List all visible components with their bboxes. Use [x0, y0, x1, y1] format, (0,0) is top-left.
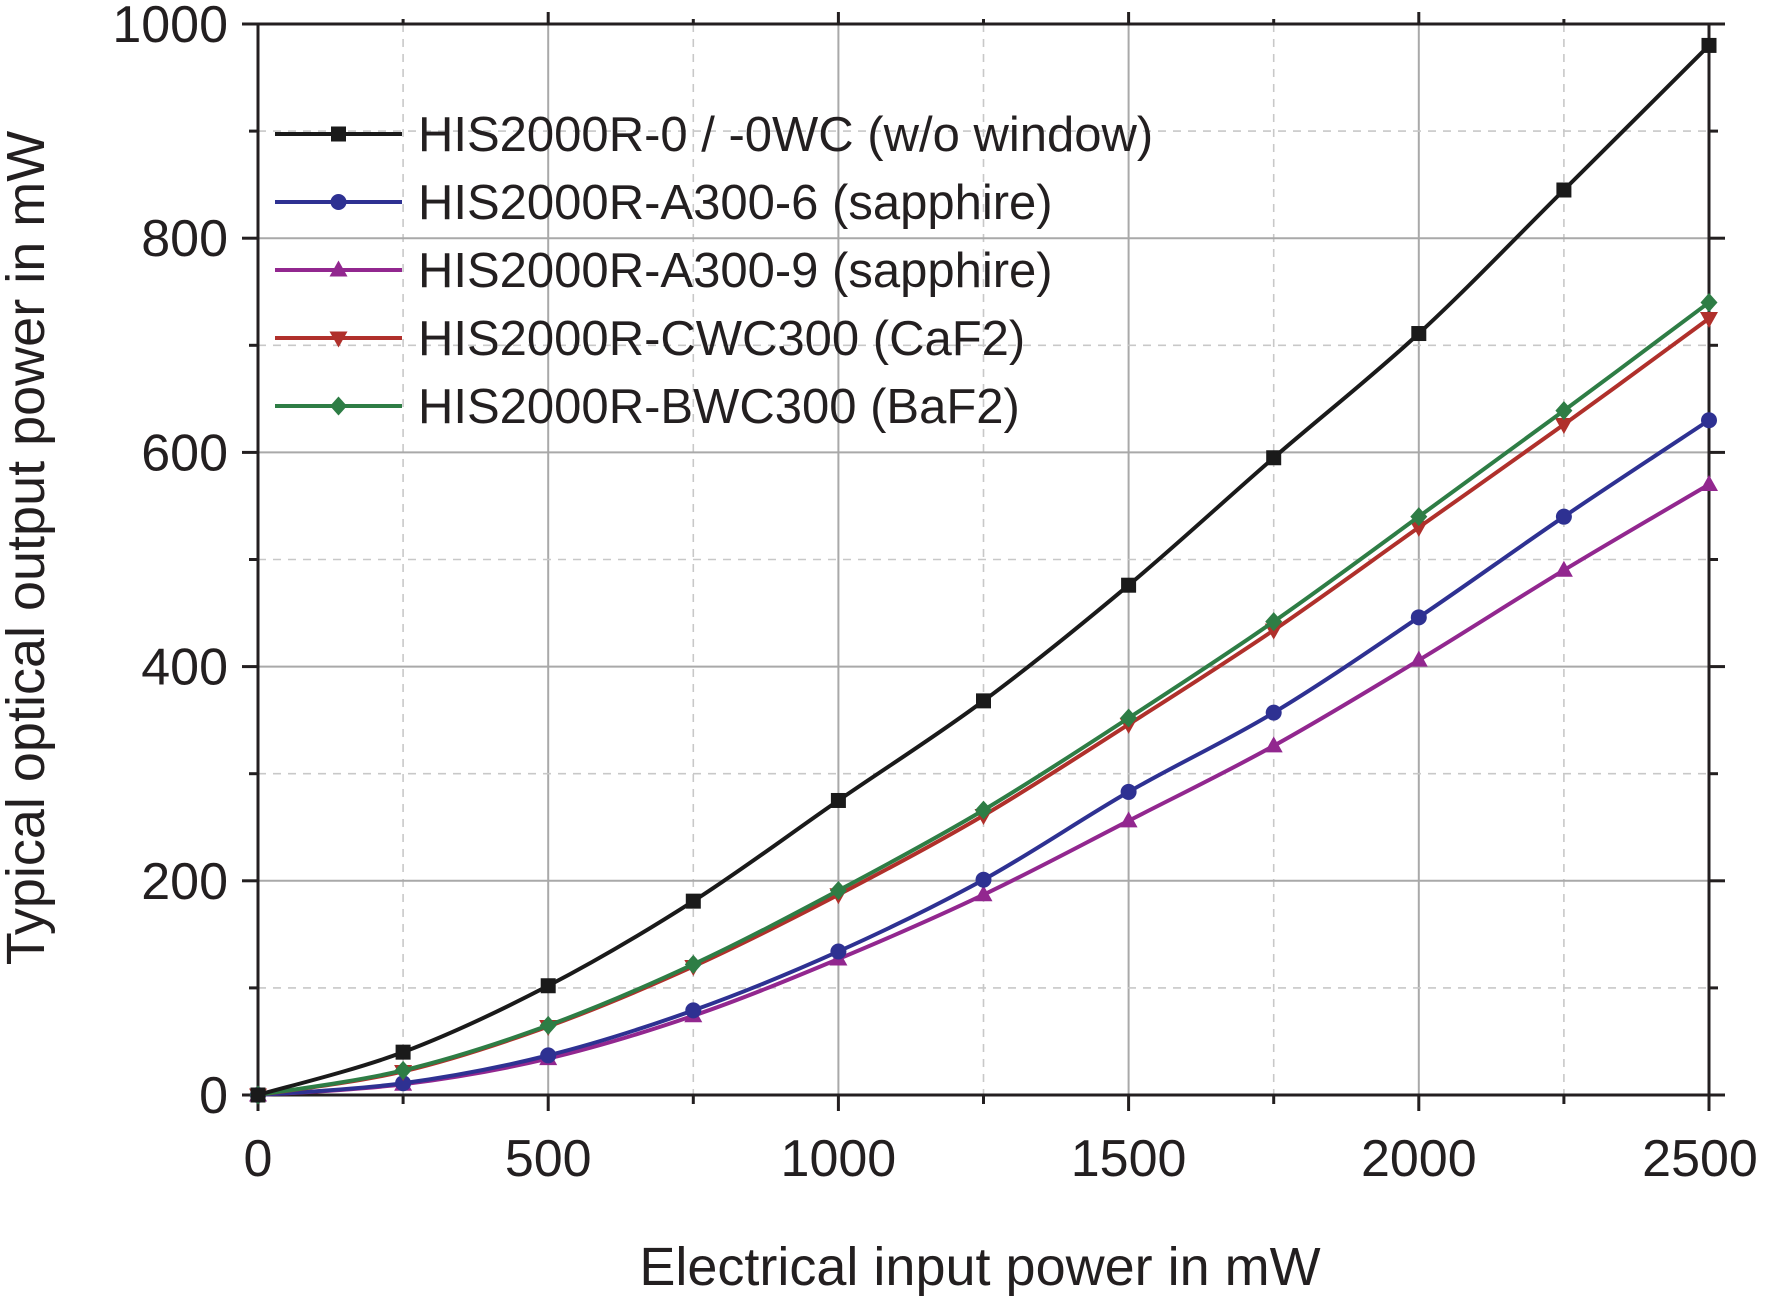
y-tick-label: 600: [141, 424, 228, 482]
data-point-circle: [330, 194, 347, 210]
x-tick-label: 2000: [1361, 1130, 1477, 1188]
legend-item: HIS2000R-0 / -0WC (w/o window): [275, 108, 1153, 162]
data-point-circle: [540, 1047, 557, 1064]
data-point-circle: [1410, 609, 1427, 626]
data-point-diamond: [1265, 612, 1283, 632]
data-point-triangle: [1264, 736, 1283, 753]
x-axis-title: Electrical input power in mW: [639, 1237, 1320, 1297]
data-point-square: [1701, 37, 1717, 53]
y-tick-label: 400: [141, 639, 228, 697]
series-0: [250, 37, 1717, 1103]
legend-label: HIS2000R-CWC300 (CaF2): [418, 312, 1025, 366]
series-line: [257, 300, 1711, 1097]
data-point-diamond: [330, 396, 347, 416]
x-tick-label: 1500: [1071, 1130, 1187, 1188]
data-point-circle: [1265, 704, 1282, 721]
data-point-circle: [1555, 508, 1572, 525]
data-point-square: [250, 1087, 266, 1103]
legend-item: HIS2000R-A300-9 (sapphire): [275, 244, 1053, 298]
data-point-circle: [685, 1002, 702, 1019]
data-point-triangle: [1554, 560, 1573, 577]
data-point-square: [540, 978, 556, 994]
data-point-square: [1556, 182, 1572, 198]
data-point-triangle: [329, 260, 348, 277]
data-point-triangle-down: [1554, 418, 1573, 435]
data-point-diamond: [539, 1015, 557, 1035]
x-tick-label: 500: [505, 1130, 592, 1188]
data-point-triangle-down: [1700, 312, 1718, 329]
data-point-circle: [975, 871, 992, 888]
data-point-square: [1121, 577, 1137, 593]
data-point-diamond: [1410, 507, 1428, 527]
data-point-square: [1266, 450, 1282, 466]
data-point-triangle-down: [1409, 520, 1428, 537]
legend-label: HIS2000R-BWC300 (BaF2): [418, 380, 1020, 434]
axes: 0 500 1000 1500 2000 2500 0 200 400 600 800 1000: [112, 0, 1758, 1188]
y-axis-title: Typical optical output power in mW: [0, 131, 56, 965]
legend-label: HIS2000R-A300-6 (sapphire): [418, 176, 1053, 230]
data-point-diamond: [1555, 401, 1573, 421]
data-point-square: [976, 693, 991, 709]
data-point-circle: [395, 1075, 412, 1092]
legend-item: HIS2000R-BWC300 (BaF2): [275, 380, 1020, 434]
data-point-square: [830, 792, 846, 808]
data-point-diamond: [684, 954, 702, 974]
legend-label: HIS2000R-0 / -0WC (w/o window): [418, 108, 1153, 162]
y-tick-label: 1000: [112, 0, 228, 54]
data-point-diamond: [975, 800, 992, 820]
data-point-square: [331, 126, 346, 142]
legend: HIS2000R-0 / -0WC (w/o window) HIS2000R-A…: [275, 108, 1153, 434]
data-point-diamond: [1120, 708, 1138, 728]
data-point-circle: [1120, 783, 1137, 800]
data-point-triangle-down: [1264, 623, 1283, 640]
data-point-circle: [830, 943, 847, 960]
data-point-triangle: [1700, 475, 1718, 492]
data-point-circle: [1701, 412, 1717, 429]
y-tick-label: 200: [141, 853, 228, 911]
series-line: [257, 44, 1711, 1097]
grid: [258, 24, 1709, 1095]
x-tick-label: 0: [244, 1130, 273, 1188]
data-point-square: [685, 893, 701, 909]
series-1: [250, 412, 1717, 1103]
data-point-square: [1411, 326, 1427, 342]
data-point-diamond: [394, 1060, 412, 1080]
data-point-triangle-down: [329, 331, 348, 348]
y-tick-label: 0: [199, 1067, 228, 1125]
y-tick-label: 800: [141, 210, 228, 268]
legend-label: HIS2000R-A300-9 (sapphire): [418, 244, 1053, 298]
data-point-triangle: [1119, 811, 1138, 828]
legend-item: HIS2000R-A300-6 (sapphire): [275, 176, 1053, 230]
data-point-triangle: [974, 885, 993, 902]
legend-item: HIS2000R-CWC300 (CaF2): [275, 312, 1025, 366]
series-lines: [249, 37, 1718, 1105]
data-point-triangle: [1409, 650, 1428, 667]
x-tick-label: 2500: [1642, 1130, 1758, 1188]
data-point-diamond: [829, 880, 847, 900]
series-line: [257, 418, 1711, 1097]
x-tick-label: 1000: [781, 1130, 897, 1188]
data-point-diamond: [1700, 292, 1718, 312]
data-point-square: [395, 1044, 411, 1060]
